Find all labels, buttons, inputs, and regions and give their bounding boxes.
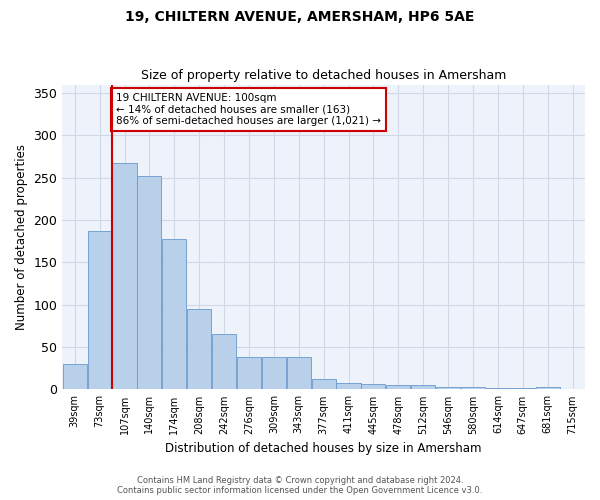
Bar xyxy=(386,385,410,390)
Bar xyxy=(361,384,385,390)
Bar xyxy=(411,385,435,390)
Y-axis label: Number of detached properties: Number of detached properties xyxy=(15,144,28,330)
Bar xyxy=(62,364,87,390)
Text: 19, CHILTERN AVENUE, AMERSHAM, HP6 5AE: 19, CHILTERN AVENUE, AMERSHAM, HP6 5AE xyxy=(125,10,475,24)
Bar xyxy=(486,388,510,390)
Bar xyxy=(137,176,161,390)
Bar xyxy=(88,231,112,390)
Bar xyxy=(536,387,560,390)
Bar xyxy=(311,380,336,390)
Bar xyxy=(461,387,485,390)
Title: Size of property relative to detached houses in Amersham: Size of property relative to detached ho… xyxy=(141,69,506,82)
Text: Contains HM Land Registry data © Crown copyright and database right 2024.
Contai: Contains HM Land Registry data © Crown c… xyxy=(118,476,482,495)
Bar xyxy=(337,382,361,390)
Bar xyxy=(112,164,137,390)
Bar xyxy=(187,309,211,390)
Bar xyxy=(262,357,286,390)
Bar xyxy=(237,357,261,390)
Text: 19 CHILTERN AVENUE: 100sqm
← 14% of detached houses are smaller (163)
86% of sem: 19 CHILTERN AVENUE: 100sqm ← 14% of deta… xyxy=(116,93,381,126)
Bar xyxy=(212,334,236,390)
X-axis label: Distribution of detached houses by size in Amersham: Distribution of detached houses by size … xyxy=(166,442,482,455)
Bar xyxy=(287,357,311,390)
Bar xyxy=(511,388,535,390)
Bar xyxy=(436,387,460,390)
Bar xyxy=(162,238,187,390)
